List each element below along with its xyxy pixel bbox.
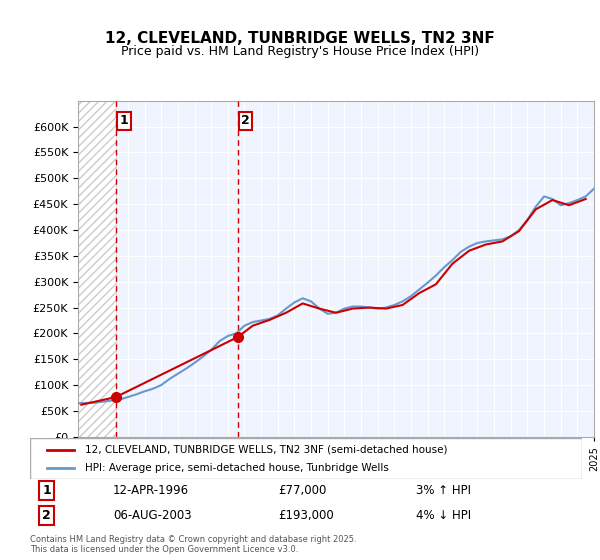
Text: 4% ↓ HPI: 4% ↓ HPI [416, 508, 472, 522]
Text: 12, CLEVELAND, TUNBRIDGE WELLS, TN2 3NF: 12, CLEVELAND, TUNBRIDGE WELLS, TN2 3NF [105, 31, 495, 46]
Text: Contains HM Land Registry data © Crown copyright and database right 2025.
This d: Contains HM Land Registry data © Crown c… [30, 535, 356, 554]
Text: 3% ↑ HPI: 3% ↑ HPI [416, 484, 472, 497]
Text: Price paid vs. HM Land Registry's House Price Index (HPI): Price paid vs. HM Land Registry's House … [121, 45, 479, 58]
Text: 06-AUG-2003: 06-AUG-2003 [113, 508, 191, 522]
Text: 12-APR-1996: 12-APR-1996 [113, 484, 189, 497]
Text: 1: 1 [119, 114, 128, 127]
Text: 2: 2 [42, 508, 51, 522]
Text: 1: 1 [42, 484, 51, 497]
FancyBboxPatch shape [30, 438, 582, 479]
Text: £193,000: £193,000 [278, 508, 334, 522]
Text: HPI: Average price, semi-detached house, Tunbridge Wells: HPI: Average price, semi-detached house,… [85, 463, 389, 473]
Bar [78, 101, 116, 437]
Text: £77,000: £77,000 [278, 484, 327, 497]
Text: 12, CLEVELAND, TUNBRIDGE WELLS, TN2 3NF (semi-detached house): 12, CLEVELAND, TUNBRIDGE WELLS, TN2 3NF … [85, 445, 448, 455]
Text: 2: 2 [241, 114, 250, 127]
